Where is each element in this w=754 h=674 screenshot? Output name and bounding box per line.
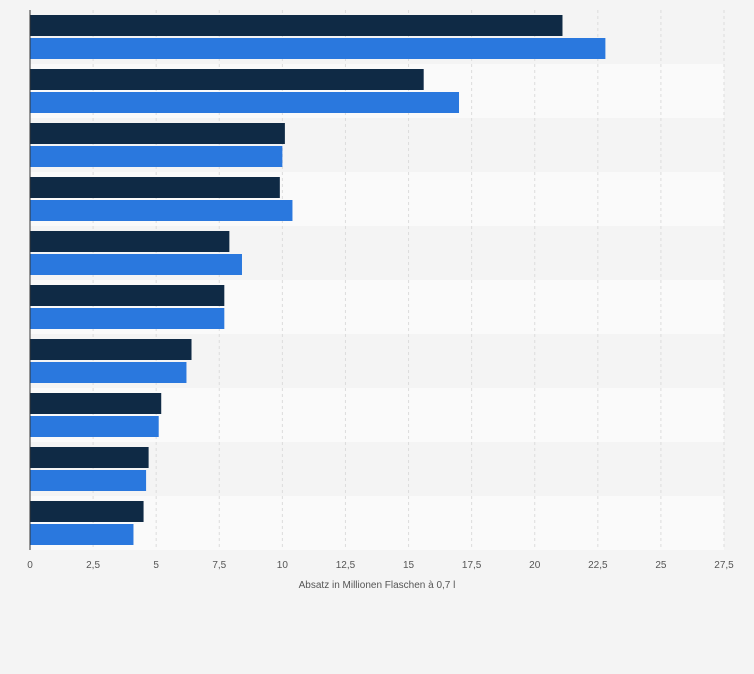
bar (30, 38, 606, 59)
bar (30, 123, 285, 144)
bar (30, 362, 187, 383)
x-tick-label: 22,5 (588, 560, 608, 571)
bar (30, 524, 134, 545)
x-tick-label: 0 (27, 560, 33, 571)
x-tick-label: 27,5 (714, 560, 734, 571)
bar (30, 393, 162, 414)
x-tick-label: 12,5 (336, 560, 356, 571)
x-tick-label: 15 (403, 560, 415, 571)
bar (30, 231, 230, 252)
row-band (30, 496, 724, 550)
bar (30, 339, 192, 360)
bar (30, 416, 159, 437)
bar (30, 308, 225, 329)
x-tick-label: 10 (277, 560, 289, 571)
bar (30, 254, 242, 275)
x-tick-labels: 0 2,5 5 7,5 10 12,5 15 17,5 20 22,5 25 27,5 (27, 560, 734, 571)
bar (30, 92, 460, 113)
bar (30, 69, 424, 90)
x-tick-label: 7,5 (212, 560, 226, 571)
x-tick-label: 25 (655, 560, 667, 571)
bar (30, 15, 563, 36)
bar (30, 285, 225, 306)
x-tick-label: 5 (153, 560, 159, 571)
x-tick-label: 17,5 (462, 560, 482, 571)
bar (30, 177, 280, 198)
bar (30, 501, 144, 522)
bar (30, 447, 149, 468)
x-tick-label: 20 (529, 560, 541, 571)
x-axis-label: Absatz in Millionen Flaschen à 0,7 l (299, 580, 456, 591)
bars (30, 15, 606, 545)
x-tick-label: 2,5 (86, 560, 100, 571)
row-bands (30, 10, 724, 550)
bar (30, 470, 147, 491)
bar (30, 200, 293, 221)
bar (30, 146, 283, 167)
